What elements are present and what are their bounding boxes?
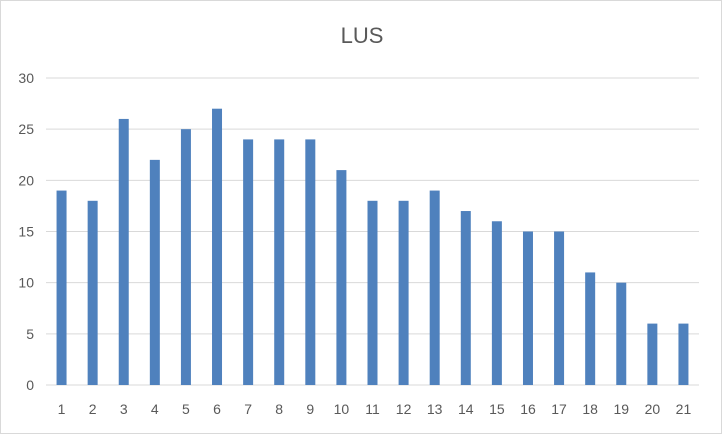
bar-7 [243,139,254,385]
y-tick-label: 15 [18,224,34,240]
x-tick-label: 7 [244,401,252,417]
x-tick-label: 18 [582,401,598,417]
bar-1 [56,190,67,385]
bar-20 [647,323,658,385]
bar-16 [522,231,533,385]
bar-3 [118,118,129,386]
bars [56,108,689,386]
bar-2 [87,200,98,385]
bar-10 [336,170,347,385]
y-tick-label: 20 [18,172,34,188]
bar-12 [398,200,409,385]
chart-title: LUS [341,23,384,48]
x-tick-label: 14 [458,401,474,417]
bar-6 [212,108,223,385]
bar-5 [180,129,191,385]
bar-15 [491,221,502,385]
x-tick-label: 9 [306,401,314,417]
y-tick-label: 10 [18,275,34,291]
x-axis-ticks: 1 2 3 4 5 6 7 8 9 10 11 12 13 14 15 16 17 18 19 20 21 [58,401,692,417]
x-tick-label: 5 [182,401,190,417]
x-tick-label: 2 [89,401,97,417]
bar-13 [429,190,440,385]
x-tick-label: 1 [58,401,66,417]
x-tick-label: 13 [427,401,443,417]
y-tick-label: 0 [26,377,34,393]
x-tick-label: 19 [613,401,629,417]
x-tick-label: 20 [645,401,661,417]
bar-8 [274,139,285,385]
bar-14 [460,211,471,385]
x-tick-label: 8 [275,401,283,417]
bar-4 [149,159,160,385]
x-tick-label: 6 [213,401,221,417]
x-tick-label: 21 [676,401,692,417]
bar-11 [367,200,378,385]
bar-19 [616,282,627,385]
bar-21 [678,323,689,385]
x-tick-label: 4 [151,401,159,417]
x-tick-label: 12 [396,401,412,417]
x-tick-label: 17 [551,401,567,417]
x-tick-label: 3 [120,401,128,417]
bar-17 [554,231,565,385]
x-tick-label: 11 [365,401,380,417]
x-tick-label: 16 [520,401,536,417]
x-tick-label: 10 [334,401,350,417]
x-tick-label: 15 [489,401,505,417]
bar-18 [585,272,596,385]
y-axis-ticks: 0 5 10 15 20 25 30 [18,70,34,393]
y-tick-label: 5 [26,326,34,342]
y-tick-label: 30 [18,70,34,86]
y-tick-label: 25 [18,121,34,137]
bar-9 [305,139,316,385]
